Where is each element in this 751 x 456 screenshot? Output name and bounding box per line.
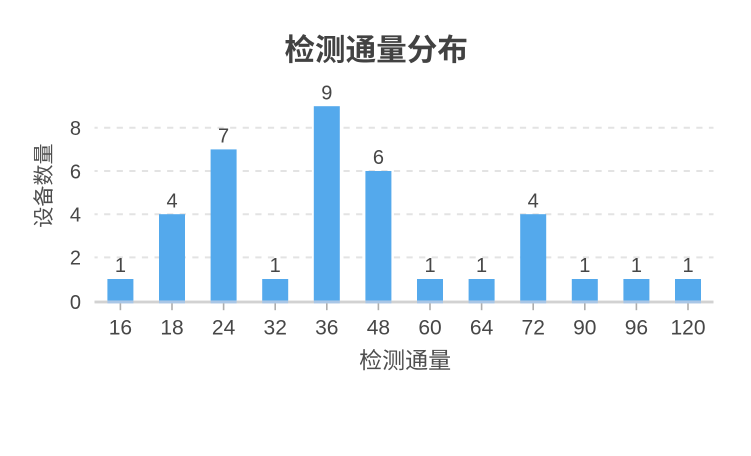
svg-text:6: 6 [70, 161, 81, 183]
svg-text:4: 4 [166, 190, 177, 212]
svg-text:8: 8 [70, 118, 81, 140]
svg-text:2: 2 [70, 248, 81, 270]
svg-text:1: 1 [476, 255, 487, 277]
svg-text:7: 7 [218, 126, 229, 148]
svg-text:1: 1 [682, 255, 693, 277]
svg-text:4: 4 [528, 190, 539, 212]
svg-text:64: 64 [470, 316, 494, 339]
svg-text:1: 1 [270, 255, 281, 277]
svg-text:32: 32 [264, 316, 287, 339]
svg-text:48: 48 [367, 316, 390, 339]
svg-text:0: 0 [70, 292, 81, 314]
svg-text:24: 24 [212, 316, 236, 339]
svg-text:4: 4 [70, 205, 81, 227]
svg-text:1: 1 [579, 255, 590, 277]
svg-text:1: 1 [631, 255, 642, 277]
svg-text:1: 1 [424, 255, 435, 277]
svg-text:16: 16 [109, 316, 132, 339]
svg-text:6: 6 [373, 147, 384, 169]
svg-text:36: 36 [315, 316, 338, 339]
svg-text:9: 9 [321, 82, 332, 104]
svg-text:72: 72 [522, 316, 545, 339]
svg-text:90: 90 [573, 316, 596, 339]
svg-text:96: 96 [625, 316, 648, 339]
svg-text:18: 18 [160, 316, 183, 339]
svg-text:120: 120 [670, 316, 705, 339]
svg-text:1: 1 [115, 255, 126, 277]
svg-text:60: 60 [418, 316, 441, 339]
